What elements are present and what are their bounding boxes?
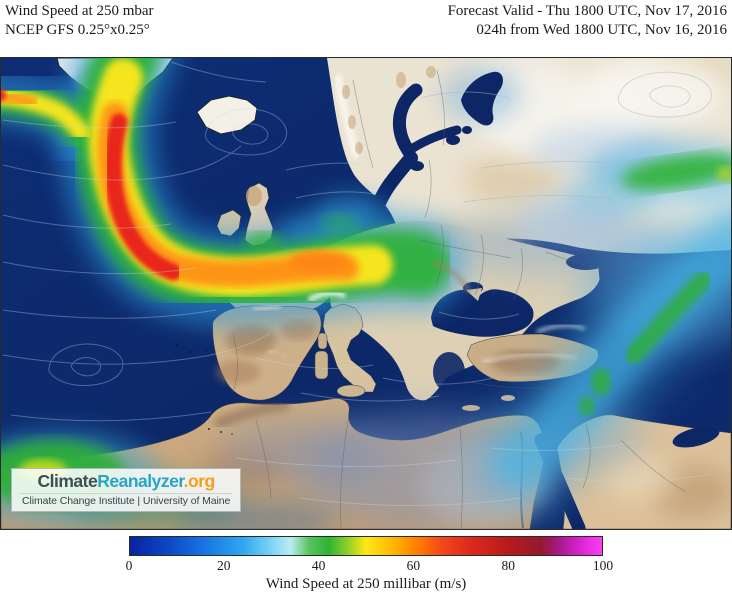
colorbar-tick: 100 — [592, 558, 614, 573]
wind-speed-colorbar — [129, 536, 603, 556]
forecast-valid-time: Forecast Valid - Thu 1800 UTC, Nov 17, 2… — [447, 3, 727, 19]
logo-reanalyzer: Reanalyzer — [97, 471, 184, 491]
header-left: Wind Speed at 250 mbar NCEP GFS 0.25°x0.… — [5, 2, 154, 40]
header-right: Forecast Valid - Thu 1800 UTC, Nov 17, 2… — [448, 2, 727, 40]
logo-title: ClimateReanalyzer.org — [20, 470, 232, 493]
climate-reanalyzer-logo[interactable]: ClimateReanalyzer.org Climate Change Ins… — [11, 468, 242, 512]
map-model: NCEP GFS 0.25°x0.25° — [5, 22, 150, 38]
map-title: Wind Speed at 250 mbar — [5, 3, 154, 19]
wind-field-rendering — [1, 58, 731, 529]
logo-climate: Climate — [37, 471, 98, 491]
colorbar-tick: 40 — [311, 558, 326, 573]
colorbar-ticks: 0 20 40 60 80 100 — [125, 558, 614, 574]
logo-org: .org — [183, 471, 216, 491]
logo-institute: Climate Change Institute | University of… — [20, 493, 233, 507]
map-header: Wind Speed at 250 mbar NCEP GFS 0.25°x0.… — [5, 2, 727, 40]
colorbar-tick: 80 — [501, 558, 515, 573]
forecast-init-time: 024h from Wed 1800 UTC, Nov 16, 2016 — [476, 22, 727, 38]
colorbar-caption: Wind Speed at 250 millibar (m/s) — [265, 576, 467, 592]
colorbar-tick: 20 — [217, 558, 231, 573]
colorbar-section: 0 20 40 60 80 100 Wind Speed at 250 mill… — [125, 536, 614, 593]
wind-speed-map: ClimateReanalyzer.org Climate Change Ins… — [0, 57, 732, 530]
colorbar-tick: 0 — [125, 558, 133, 573]
colorbar-tick: 60 — [406, 558, 421, 573]
